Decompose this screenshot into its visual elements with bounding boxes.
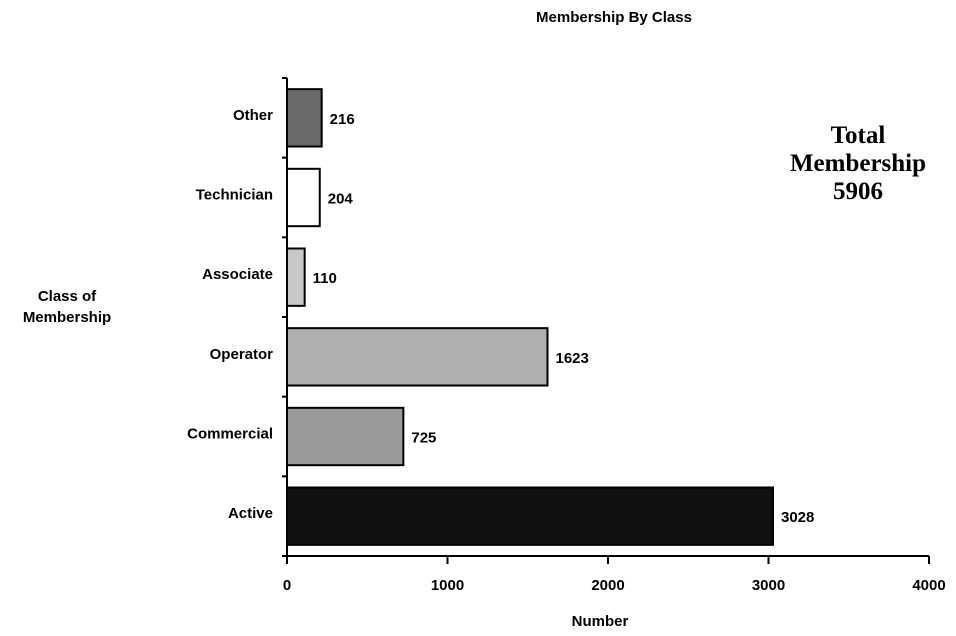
data-label: 216 bbox=[330, 111, 355, 128]
bar bbox=[286, 247, 306, 307]
bar bbox=[286, 167, 321, 228]
y-tick-label: Active bbox=[228, 505, 273, 522]
data-label: 3028 bbox=[781, 509, 814, 526]
x-axis-label: Number bbox=[572, 613, 629, 630]
x-tick-label: 2000 bbox=[591, 577, 624, 594]
y-tick-label: Associate bbox=[202, 266, 273, 283]
annotation: Total Membership 5906 bbox=[758, 122, 956, 206]
bar bbox=[286, 406, 405, 467]
data-label: 725 bbox=[411, 429, 436, 446]
y-tick-label: Operator bbox=[210, 346, 274, 363]
y-tick-label: Commercial bbox=[187, 425, 273, 442]
data-label: 204 bbox=[328, 190, 354, 207]
bar bbox=[286, 327, 549, 387]
y-tick-label: Other bbox=[233, 107, 273, 124]
data-label: 1623 bbox=[555, 350, 588, 367]
x-tick-label: 1000 bbox=[431, 577, 464, 594]
x-tick-label: 0 bbox=[283, 577, 291, 594]
bar bbox=[286, 88, 323, 148]
annotation-label: Total Membership bbox=[789, 122, 927, 177]
annotation-value: 5906 bbox=[833, 178, 883, 205]
x-tick-label: 4000 bbox=[912, 577, 945, 594]
data-label: 110 bbox=[313, 270, 337, 287]
bar bbox=[286, 486, 774, 546]
y-tick-label: Technician bbox=[196, 186, 273, 203]
x-tick-label: 3000 bbox=[752, 577, 785, 594]
y-axis-label: Class of Membership bbox=[22, 288, 112, 326]
chart-title: Membership By Class bbox=[536, 9, 692, 26]
